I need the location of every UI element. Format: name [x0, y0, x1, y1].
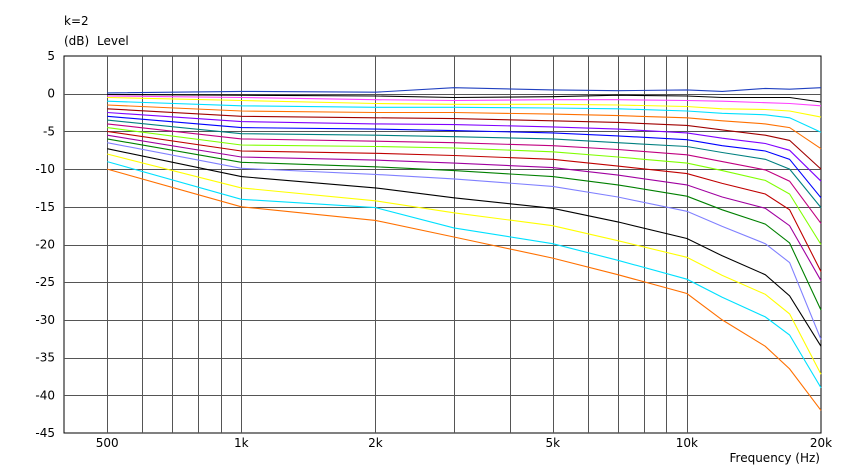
series-line-2: [107, 95, 822, 107]
y-tick-label-4: -15: [35, 200, 55, 214]
y-tick-label-9: -40: [35, 388, 55, 402]
series-line-18: [107, 161, 822, 389]
y-tick-label-0: 5: [47, 49, 55, 63]
series-line-13: [107, 134, 822, 281]
y-tick-label-8: -35: [35, 351, 55, 365]
series-line-5: [107, 104, 822, 150]
x-axis-label: Frequency (Hz): [730, 451, 821, 465]
series-line-11: [107, 127, 822, 245]
y-axis-unit: (dB): [64, 34, 89, 48]
y-tick-label-3: -10: [35, 162, 55, 176]
x-tick-label-1: 1k: [234, 436, 249, 450]
series-line-14: [107, 138, 822, 311]
series-line-10: [107, 123, 822, 224]
x-tick-label-3: 5k: [545, 436, 560, 450]
series-line-6: [107, 108, 822, 170]
series-line-19: [107, 168, 822, 411]
y-tick-label-2: -5: [43, 124, 55, 138]
y-tick-label-1: 0: [47, 87, 55, 101]
x-tick-label-5: 20k: [810, 436, 832, 450]
series-line-1: [107, 93, 822, 103]
y-tick-label-7: -30: [35, 313, 55, 327]
y-tick-label-5: -20: [35, 238, 55, 252]
series-line-15: [107, 142, 822, 340]
y-tick-label-6: -25: [35, 275, 55, 289]
series-line-17: [107, 153, 822, 375]
series-line-7: [107, 111, 822, 182]
series-line-4: [107, 100, 822, 133]
x-tick-label-2: 2k: [368, 436, 383, 450]
series-group: [107, 87, 822, 411]
y-axis-label: Level: [97, 34, 129, 48]
series-line-12: [107, 130, 822, 272]
chart-title: k=2: [64, 14, 89, 28]
x-ticks: 500 1k 2k 5k 10k 20k: [96, 436, 832, 450]
x-tick-label-4: 10k: [676, 436, 698, 450]
series-line-16: [107, 148, 822, 347]
y-tick-label-10: -45: [35, 426, 55, 440]
x-tick-label-0: 500: [96, 436, 119, 450]
series-line-9: [107, 119, 822, 208]
series-line-0: [107, 87, 822, 94]
series-line-8: [107, 115, 822, 199]
series-line-3: [107, 96, 822, 118]
y-ticks: 5 0 -5 -10 -15 -20 -25 -30 -35 -40 -45: [35, 49, 55, 440]
